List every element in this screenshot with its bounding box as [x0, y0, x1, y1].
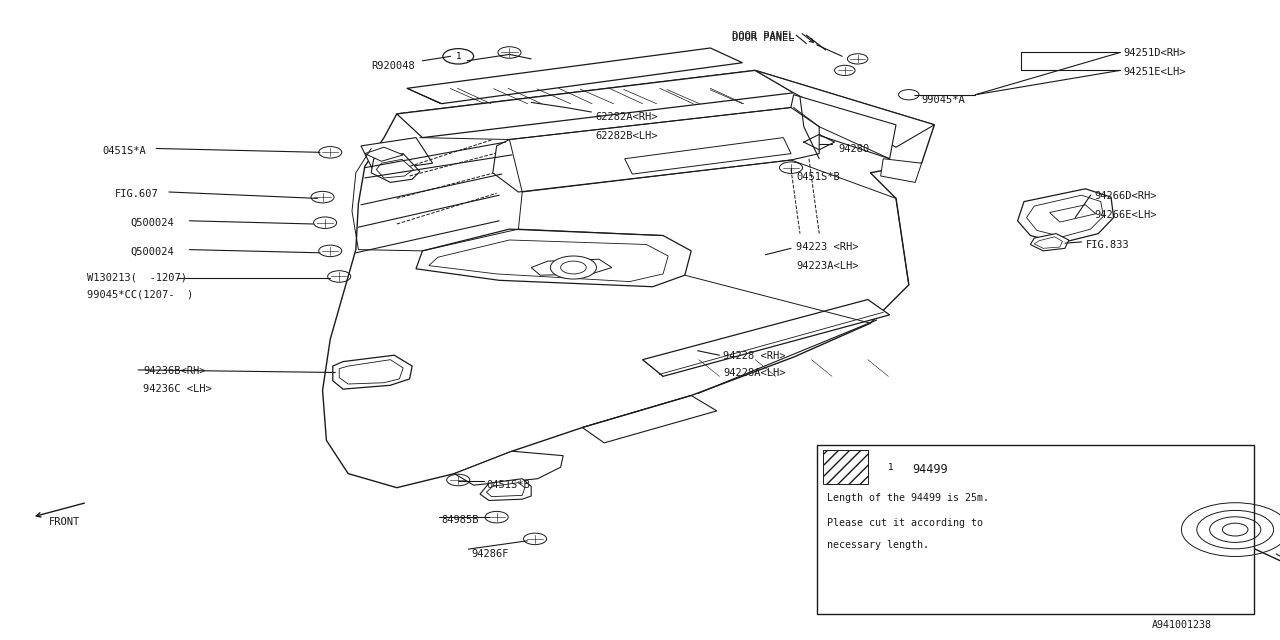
Polygon shape: [480, 479, 531, 500]
Polygon shape: [416, 229, 691, 287]
Polygon shape: [823, 450, 868, 484]
Polygon shape: [397, 70, 794, 138]
Text: DOOR PANEL: DOOR PANEL: [732, 31, 795, 41]
Text: FRONT: FRONT: [49, 517, 79, 527]
Polygon shape: [429, 240, 668, 282]
Text: 94236C <LH>: 94236C <LH>: [143, 384, 212, 394]
Polygon shape: [323, 70, 934, 488]
Text: 94251E<LH>: 94251E<LH>: [1124, 67, 1187, 77]
Polygon shape: [881, 159, 922, 182]
Polygon shape: [1018, 189, 1114, 243]
Polygon shape: [365, 147, 403, 161]
Text: 94499: 94499: [913, 463, 948, 476]
Text: Q500024: Q500024: [131, 218, 174, 228]
Text: 0451S*B: 0451S*B: [796, 172, 840, 182]
Polygon shape: [376, 159, 413, 178]
Polygon shape: [1027, 195, 1103, 237]
Text: 1: 1: [888, 463, 893, 472]
Polygon shape: [333, 355, 412, 389]
Polygon shape: [582, 396, 717, 443]
Text: 94228A<LH>: 94228A<LH>: [723, 368, 786, 378]
Polygon shape: [371, 154, 420, 182]
Text: 62282B<LH>: 62282B<LH>: [595, 131, 658, 141]
Circle shape: [550, 256, 596, 279]
Text: 1: 1: [456, 52, 461, 61]
Text: Q500024: Q500024: [131, 246, 174, 257]
Polygon shape: [339, 360, 403, 384]
Polygon shape: [361, 138, 433, 172]
Text: 0451S*A: 0451S*A: [102, 146, 146, 156]
Text: 94266D<RH>: 94266D<RH>: [1094, 191, 1157, 201]
Polygon shape: [493, 108, 819, 192]
Text: R920048: R920048: [371, 61, 415, 71]
Text: 94236B<RH>: 94236B<RH>: [143, 366, 206, 376]
Text: 94280: 94280: [838, 144, 869, 154]
Polygon shape: [1050, 205, 1096, 222]
Polygon shape: [486, 483, 525, 497]
Text: 94251D<RH>: 94251D<RH>: [1124, 48, 1187, 58]
Polygon shape: [787, 95, 896, 159]
Polygon shape: [1030, 234, 1069, 251]
Text: Please cut it according to: Please cut it according to: [827, 518, 983, 529]
Text: A941001238: A941001238: [1152, 620, 1212, 630]
Polygon shape: [643, 300, 890, 376]
Polygon shape: [407, 48, 742, 104]
Text: Length of the 94499 is 25m.: Length of the 94499 is 25m.: [827, 493, 989, 503]
Text: necessary length.: necessary length.: [827, 540, 929, 550]
Polygon shape: [531, 259, 612, 275]
Polygon shape: [755, 70, 934, 147]
Text: 94266E<LH>: 94266E<LH>: [1094, 210, 1157, 220]
Polygon shape: [625, 138, 791, 174]
FancyBboxPatch shape: [817, 445, 1254, 614]
Text: 99045*CC(1207-  ): 99045*CC(1207- ): [87, 289, 193, 300]
Polygon shape: [1034, 237, 1062, 248]
Polygon shape: [454, 451, 563, 485]
Text: 94286F: 94286F: [471, 549, 508, 559]
Text: FIG.607: FIG.607: [115, 189, 159, 199]
Text: 94223A<LH>: 94223A<LH>: [796, 261, 859, 271]
Text: FIG.833: FIG.833: [1085, 240, 1129, 250]
Text: 84985B: 84985B: [442, 515, 479, 525]
Text: DOOR PANEL: DOOR PANEL: [732, 33, 795, 44]
Text: 94223 <RH>: 94223 <RH>: [796, 242, 859, 252]
Text: W130213(  -1207): W130213( -1207): [87, 272, 187, 282]
Text: 0451S*B: 0451S*B: [486, 480, 530, 490]
Text: 94228 <RH>: 94228 <RH>: [723, 351, 786, 361]
Text: 99045*A: 99045*A: [922, 95, 965, 105]
Text: 62282A<RH>: 62282A<RH>: [595, 112, 658, 122]
